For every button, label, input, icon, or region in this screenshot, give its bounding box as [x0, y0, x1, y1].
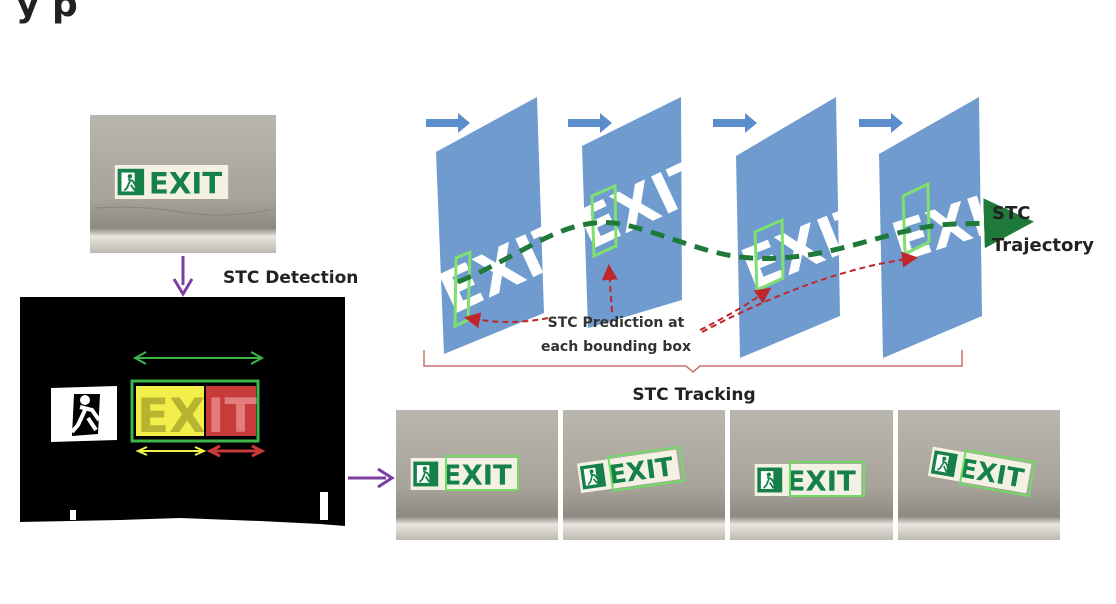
- label-prediction-line2: each bounding box: [541, 339, 691, 355]
- video-frame-3: EXIT: [733, 97, 887, 358]
- ex-width-arrow: [135, 446, 207, 456]
- right-arrow-icon: [713, 113, 757, 133]
- detection-arrow: [172, 256, 194, 297]
- label-prediction-line1: STC Prediction at: [548, 315, 685, 331]
- video-frame-1: EXIT: [429, 97, 590, 354]
- prediction-arrows: [464, 251, 918, 333]
- label-trajectory-line2: Trajectory: [992, 235, 1094, 256]
- running-man-icon: [51, 386, 117, 442]
- tracking-photo-4: [898, 410, 1060, 540]
- right-arrow-icon: [426, 113, 470, 133]
- tracking-brace: [423, 350, 963, 373]
- video-frame-4: EXIT: [879, 97, 1033, 358]
- video-frame-2: EXIT: [568, 97, 723, 328]
- label-trajectory-line1: STC: [992, 203, 1030, 224]
- binary-detection-panel: EX IT: [20, 297, 345, 540]
- segment-ex: EX: [137, 389, 205, 444]
- it-width-arrow: [206, 444, 266, 458]
- frame-flow-arrows: [426, 113, 903, 133]
- tracking-photo-strip: [396, 410, 1060, 540]
- tracking-photo-2: [563, 410, 725, 540]
- trajectory-curve: [457, 198, 1034, 285]
- right-arrow-icon: [859, 113, 903, 133]
- tracking-photo-1: [396, 410, 558, 540]
- label-stc-detection: STC Detection: [223, 268, 358, 288]
- header-cropped-text: y p: [16, 0, 78, 25]
- tracking-arrow: [348, 467, 395, 489]
- tracking-photo-3: [730, 410, 893, 540]
- source-photo: [90, 115, 276, 253]
- label-stc-tracking: STC Tracking: [632, 385, 755, 405]
- segment-it: IT: [207, 389, 257, 444]
- video-frames: EXIT EXIT EXIT EXIT: [429, 97, 1033, 358]
- exit-sign: [113, 165, 230, 199]
- right-arrow-icon: [568, 113, 612, 133]
- width-arrow: [132, 351, 265, 365]
